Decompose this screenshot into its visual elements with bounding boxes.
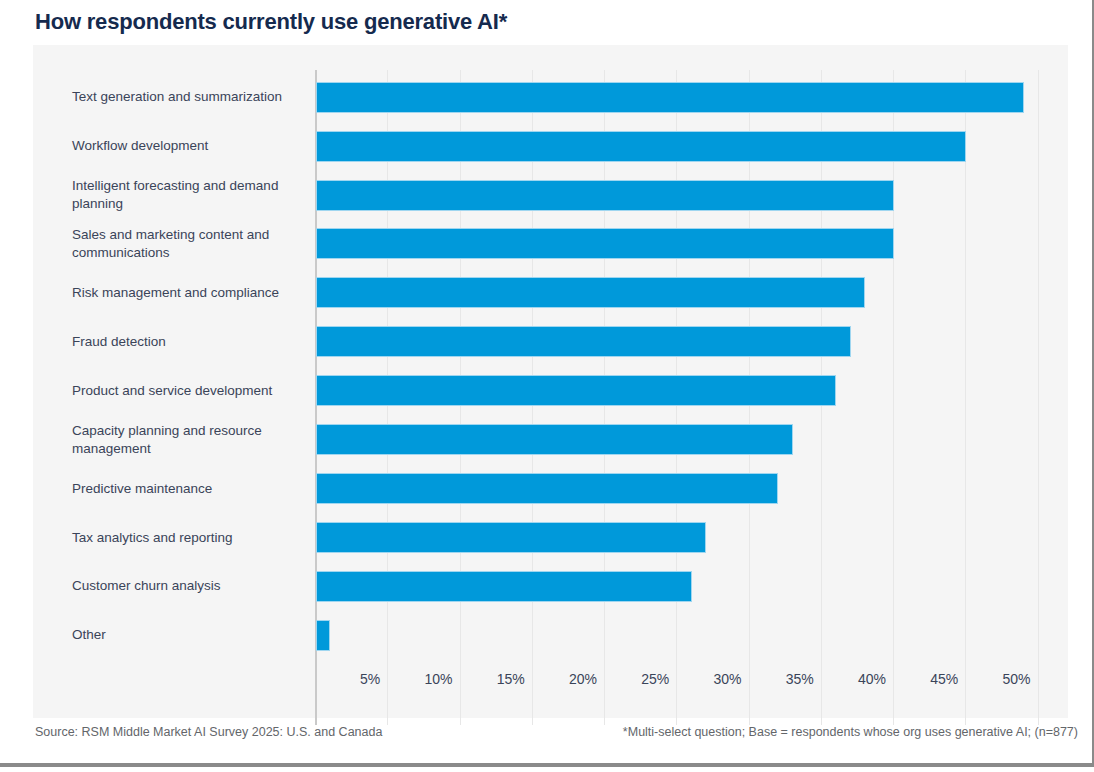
- x-tick-label: 45%: [902, 671, 958, 687]
- page: How respondents currently use generative…: [0, 0, 1094, 772]
- bar: [316, 473, 778, 504]
- x-tick-label: 20%: [541, 671, 597, 687]
- x-tick-label: 40%: [830, 671, 886, 687]
- category-label: Tax analytics and reporting: [72, 522, 322, 553]
- x-tick-label: 35%: [758, 671, 814, 687]
- bottom-rule: [0, 763, 1094, 767]
- chart-panel: Text generation and summarization Workflo…: [33, 45, 1068, 718]
- bar: [316, 277, 865, 308]
- bar: [316, 522, 706, 553]
- bar: [316, 228, 894, 259]
- bar: [316, 326, 851, 357]
- page-title: How respondents currently use generative…: [35, 9, 507, 35]
- bar: [316, 424, 793, 455]
- category-label: Sales and marketing content and communic…: [72, 228, 322, 259]
- category-label: Workflow development: [72, 131, 322, 162]
- x-tick-label: 15%: [469, 671, 525, 687]
- bar: [316, 620, 330, 651]
- x-tick-label: 5%: [324, 671, 380, 687]
- category-label: Other: [72, 620, 322, 651]
- x-tick-label: 10%: [397, 671, 453, 687]
- bar: [316, 375, 836, 406]
- gridline: [965, 70, 966, 725]
- category-label: Text generation and summarization: [72, 82, 322, 113]
- x-tick-label: 25%: [613, 671, 669, 687]
- gridline: [1038, 70, 1039, 725]
- source-text: Source: RSM Middle Market AI Survey 2025…: [35, 725, 382, 739]
- bar: [316, 131, 966, 162]
- bar: [316, 180, 894, 211]
- category-label: Product and service development: [72, 375, 322, 406]
- category-label: Risk management and compliance: [72, 277, 322, 308]
- x-tick-label: 30%: [686, 671, 742, 687]
- category-label: Fraud detection: [72, 326, 322, 357]
- bar: [316, 82, 1024, 113]
- category-label: Predictive maintenance: [72, 473, 322, 504]
- bar: [316, 571, 692, 602]
- x-tick-label: 50%: [975, 671, 1031, 687]
- category-label: Capacity planning and resource managemen…: [72, 424, 322, 455]
- footnote-text: *Multi-select question; Base = responden…: [623, 725, 1078, 739]
- category-label: Customer churn analysis: [72, 571, 322, 602]
- gridline: [893, 70, 894, 725]
- category-label: Intelligent forecasting and demand plann…: [72, 180, 322, 211]
